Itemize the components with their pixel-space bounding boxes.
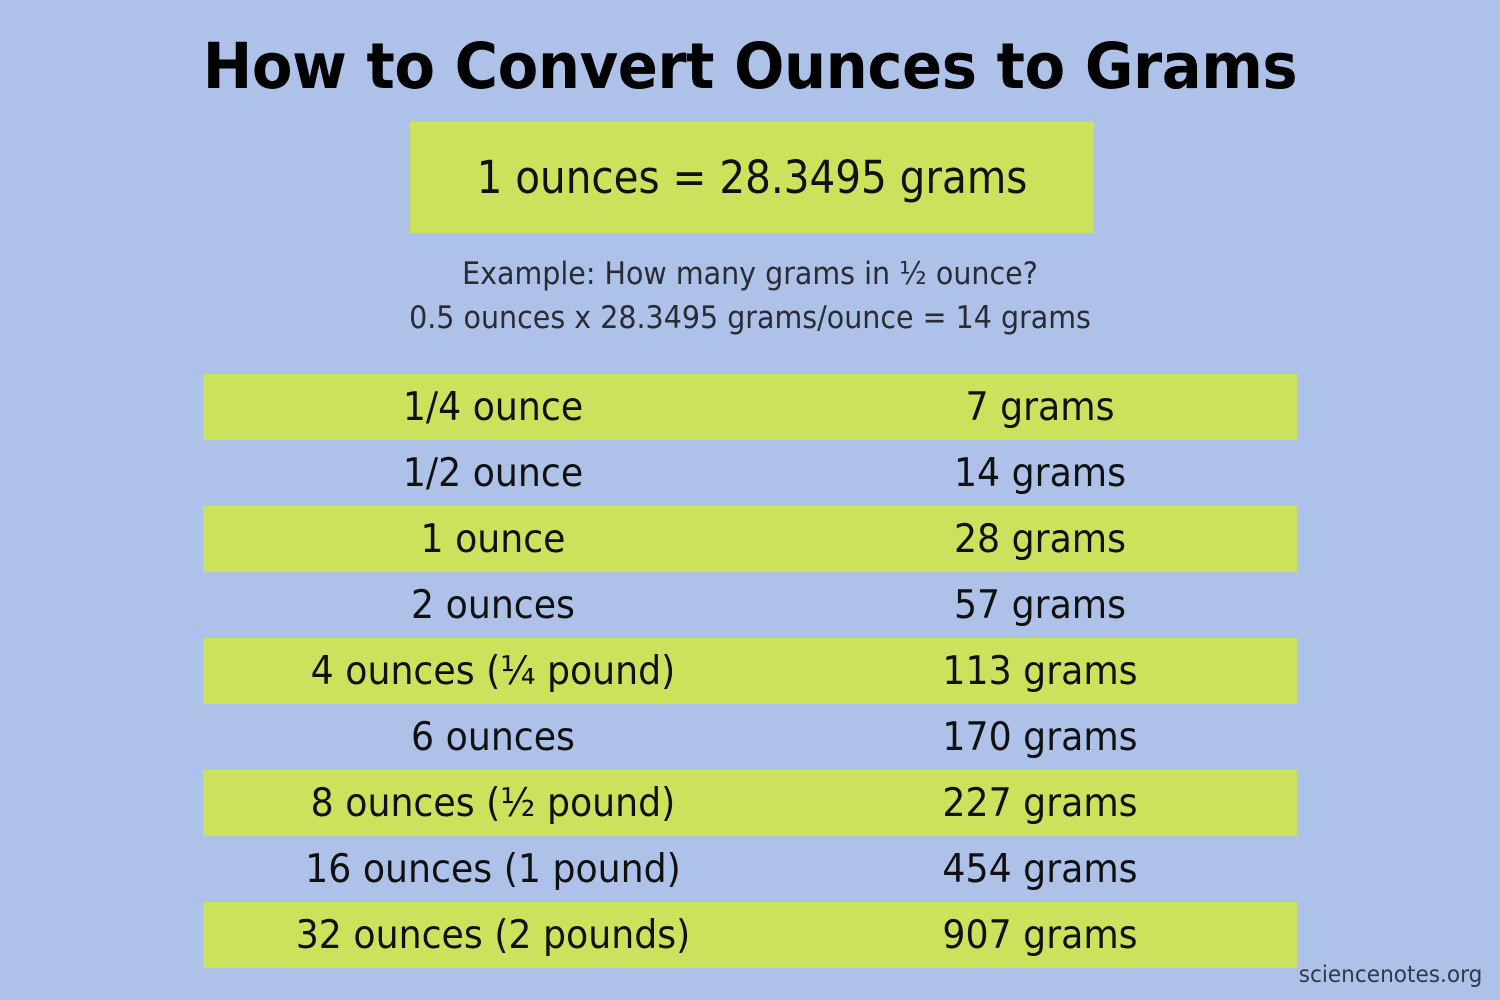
table-cell-unit: 16 ounces (1 pound)	[305, 846, 681, 892]
conversion-table: 1/4 ounce 7 grams 1/2 ounce 14 grams 1 ounce…	[203, 374, 1297, 968]
table-cell-unit: 1/4 ounce	[402, 384, 584, 430]
table-cell-unit: 32 ounces (2 pounds)	[295, 912, 691, 958]
table-cell-value: 28 grams	[953, 516, 1127, 562]
example-question: Example: How many grams in ½ ounce?	[462, 256, 1038, 292]
table-row: 2 ounces 57 grams	[203, 572, 1297, 638]
page-title: How to Convert Ounces to Grams	[202, 30, 1298, 103]
table-row: 32 ounces (2 pounds) 907 grams	[203, 902, 1297, 968]
table-cell-value: 170 grams	[942, 714, 1138, 760]
conversion-formula-text: 1 ounces = 28.3495 grams	[476, 151, 1028, 204]
example-calculation: 0.5 ounces x 28.3495 grams/ounce = 14 gr…	[409, 300, 1091, 337]
table-cell-value: 227 grams	[942, 780, 1138, 826]
conversion-formula-box: 1 ounces = 28.3495 grams	[410, 122, 1094, 233]
table-row: 8 ounces (½ pound) 227 grams	[203, 770, 1297, 836]
table-row: 4 ounces (¼ pound) 113 grams	[203, 638, 1297, 704]
table-row: 1/4 ounce 7 grams	[203, 374, 1297, 440]
table-cell-unit: 1 ounce	[420, 516, 566, 562]
table-row: 1 ounce 28 grams	[203, 506, 1297, 572]
table-cell-value: 454 grams	[942, 846, 1138, 892]
example-block: Example: How many grams in ½ ounce? 0.5 …	[0, 252, 1500, 340]
table-row: 1/2 ounce 14 grams	[203, 440, 1297, 506]
table-cell-unit: 1/2 ounce	[402, 450, 584, 496]
table-cell-value: 14 grams	[953, 450, 1127, 496]
table-row: 6 ounces 170 grams	[203, 704, 1297, 770]
table-cell-unit: 4 ounces (¼ pound)	[310, 648, 676, 694]
table-cell-value: 7 grams	[965, 384, 1115, 430]
source-credit: sciencenotes.org	[1298, 962, 1482, 988]
table-cell-unit: 2 ounces	[411, 582, 575, 628]
table-cell-unit: 6 ounces	[411, 714, 575, 760]
table-cell-value: 907 grams	[942, 912, 1138, 958]
table-cell-unit: 8 ounces (½ pound)	[310, 780, 676, 826]
table-row: 16 ounces (1 pound) 454 grams	[203, 836, 1297, 902]
table-cell-value: 57 grams	[953, 582, 1127, 628]
table-cell-value: 113 grams	[942, 648, 1138, 694]
